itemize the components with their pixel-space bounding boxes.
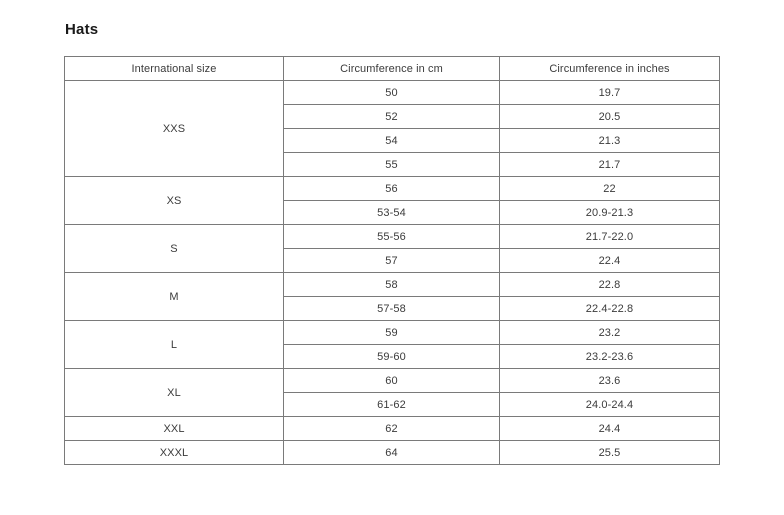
cm-cell: 50 bbox=[283, 80, 500, 105]
cm-cell: 64 bbox=[283, 440, 500, 465]
inches-cell: 22 bbox=[499, 176, 720, 201]
cm-cell: 55-56 bbox=[283, 224, 500, 249]
inches-cell: 21.7-22.0 bbox=[499, 224, 720, 249]
inches-cell: 24.4 bbox=[499, 416, 720, 441]
cm-cell: 55 bbox=[283, 152, 500, 177]
table-row: 59-60 23.2-23.6 bbox=[65, 344, 720, 369]
page-title: Hats bbox=[65, 21, 99, 38]
inches-cell: 20.9-21.3 bbox=[499, 200, 720, 225]
cm-cell: 52 bbox=[283, 104, 500, 129]
table-row: XXXL 64 25.5 bbox=[64, 440, 720, 465]
cm-cell: 59-60 bbox=[283, 344, 500, 369]
size-cell-s: S bbox=[64, 224, 284, 273]
inches-cell: 23.2-23.6 bbox=[499, 344, 720, 369]
cm-cell: 57 bbox=[283, 248, 500, 273]
table-row: XXL 62 24.4 bbox=[64, 416, 720, 441]
cm-cell: 56 bbox=[283, 176, 500, 201]
size-cell-xxl: XXL bbox=[64, 416, 284, 441]
size-cell-xl: XL bbox=[64, 368, 284, 417]
size-cell-xs: XS bbox=[64, 176, 284, 225]
hat-size-table: International size Circumference in cm C… bbox=[64, 56, 720, 465]
cm-cell: 58 bbox=[283, 272, 500, 297]
cm-cell: 61-62 bbox=[283, 392, 500, 417]
table-row: 57-58 22.4-22.8 bbox=[65, 296, 720, 321]
cm-cell: 53-54 bbox=[283, 200, 500, 225]
inches-cell: 21.7 bbox=[499, 152, 720, 177]
table-row: 53-54 20.9-21.3 bbox=[65, 200, 720, 225]
size-cell-m: M bbox=[64, 272, 284, 321]
inches-cell: 22.8 bbox=[499, 272, 720, 297]
table-row: XS 56 22 bbox=[64, 176, 720, 225]
inches-cell: 24.0-24.4 bbox=[499, 392, 720, 417]
table-row: 61-62 24.0-24.4 bbox=[65, 392, 720, 417]
size-cell-xxxl: XXXL bbox=[64, 440, 284, 465]
inches-cell: 23.6 bbox=[499, 368, 720, 393]
table-row: S 55-56 21.7-22.0 bbox=[64, 224, 720, 273]
inches-cell: 20.5 bbox=[499, 104, 720, 129]
col-header-international-size: International size bbox=[64, 56, 284, 81]
cm-cell: 62 bbox=[283, 416, 500, 441]
inches-cell: 21.3 bbox=[499, 128, 720, 153]
inches-cell: 22.4 bbox=[499, 248, 720, 273]
table-row: XL 60 23.6 bbox=[64, 368, 720, 417]
cm-cell: 54 bbox=[283, 128, 500, 153]
col-header-circumference-cm: Circumference in cm bbox=[283, 56, 500, 81]
size-cell-l: L bbox=[64, 320, 284, 369]
cm-cell: 57-58 bbox=[283, 296, 500, 321]
cm-cell: 59 bbox=[283, 320, 500, 345]
size-cell-xxs: XXS bbox=[64, 80, 284, 177]
table-row: 55 21.7 bbox=[65, 152, 720, 177]
inches-cell: 22.4-22.8 bbox=[499, 296, 720, 321]
col-header-circumference-inches: Circumference in inches bbox=[499, 56, 720, 81]
table-row: 52 20.5 bbox=[65, 104, 720, 129]
table-row: 57 22.4 bbox=[65, 248, 720, 273]
header-row: International size Circumference in cm C… bbox=[64, 56, 720, 81]
inches-cell: 23.2 bbox=[499, 320, 720, 345]
table-row: M 58 22.8 bbox=[64, 272, 720, 321]
table-row: XXS 50 19.7 bbox=[64, 80, 720, 177]
table-row: L 59 23.2 bbox=[64, 320, 720, 369]
inches-cell: 19.7 bbox=[499, 80, 720, 105]
cm-cell: 60 bbox=[283, 368, 500, 393]
inches-cell: 25.5 bbox=[499, 440, 720, 465]
